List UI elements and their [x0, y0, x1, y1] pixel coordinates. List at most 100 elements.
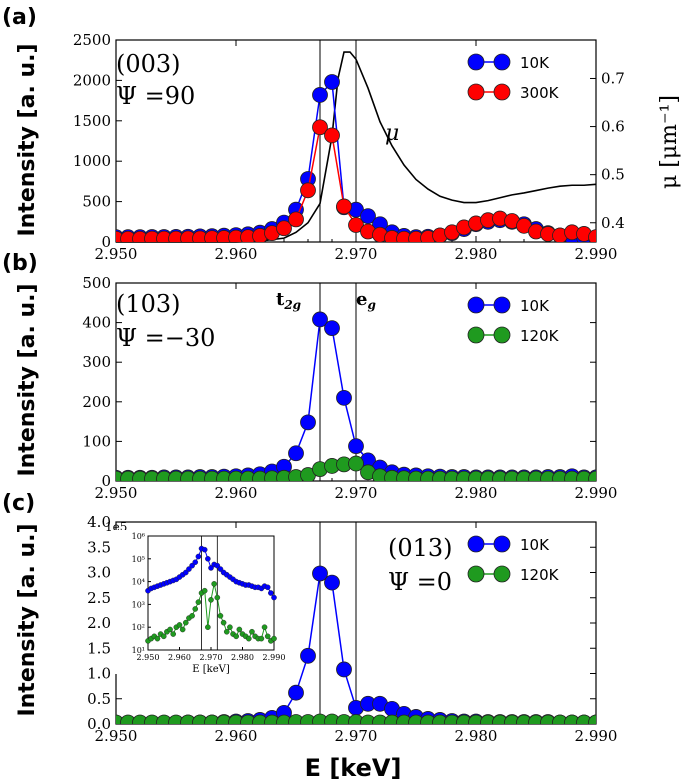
y-tick-label: 1.5 — [87, 639, 111, 657]
series-line — [271, 572, 380, 719]
data-point — [588, 714, 596, 724]
panel-b-annotation-1: (103) — [116, 290, 181, 318]
y-tick-label: 200 — [82, 393, 111, 411]
legend-label: 10K — [520, 297, 550, 315]
data-point — [348, 455, 364, 472]
legend-marker — [493, 535, 511, 553]
y-tick-label: 0.5 — [87, 690, 111, 708]
inset-data-point — [258, 635, 265, 642]
y-tick-label: 0 — [101, 233, 111, 251]
x-tick-label: 2.950 — [95, 727, 138, 745]
panel-a-plot: 2.950 2.960 2.970 2.980 2.990 0 500 1000 1500 200… — [73, 31, 625, 263]
x-tick-label: 2.980 — [455, 245, 498, 263]
inset-data-point — [268, 590, 274, 596]
y-tick-label: 3.5 — [87, 538, 111, 556]
inset-data-point — [211, 581, 217, 587]
data-point — [312, 565, 328, 582]
legend-marker — [467, 326, 485, 344]
y-tick-label: 500 — [82, 193, 111, 211]
x-tick-label: 2.960 — [215, 245, 258, 263]
y-tick-label: 100 — [82, 432, 111, 450]
panel-a-label: (a) — [2, 5, 37, 30]
inset-data-point — [271, 635, 277, 642]
inset-y-tick-label: 10³ — [132, 600, 145, 609]
panel-c-annotation-2: Ψ =0 — [388, 568, 452, 596]
panel-c-annotation-1: (013) — [388, 534, 453, 562]
inset-x-tick-label: 2.980 — [231, 653, 254, 662]
y2-tick-label: 0.5 — [601, 166, 625, 184]
data-point — [336, 198, 352, 215]
legend-marker — [467, 535, 485, 553]
y-tick-label: 4.0 — [87, 513, 111, 531]
legend-marker — [493, 565, 511, 583]
inset-data-point — [154, 635, 161, 642]
panel-a-annotation-2: Ψ =90 — [116, 82, 195, 110]
data-point — [348, 438, 364, 455]
inset-y-tick-label: 10⁴ — [132, 578, 145, 587]
inset-data-point — [205, 556, 211, 562]
panel-a: (a) 2.950 2.960 2.970 2.980 2.990 0 500 1000 150… — [2, 5, 682, 263]
x-tick-label: 2.990 — [575, 727, 618, 745]
legend-marker — [493, 83, 511, 101]
inset-data-point — [208, 597, 214, 603]
inset-y-tick-label: 10⁶ — [132, 532, 145, 541]
panel-a-ylabel2: μ [μm⁻¹] — [657, 95, 682, 189]
data-point — [336, 389, 352, 406]
x-tick-label: 2.950 — [95, 245, 138, 263]
panel-b-label: (b) — [2, 251, 38, 276]
data-point — [288, 445, 304, 462]
series-300K — [116, 119, 596, 242]
panel-c-ylabel: Intensity [a. u.] — [15, 523, 40, 716]
x-tick-label: 2.980 — [455, 727, 498, 745]
panel-a-annotation-1: (003) — [116, 50, 181, 78]
legend-marker — [493, 53, 511, 71]
x-tick-label: 2.980 — [455, 484, 498, 502]
inset-data-point — [236, 626, 243, 633]
inset-data-point — [189, 613, 195, 619]
inset-data-point — [195, 553, 202, 560]
legend-label: 120K — [520, 566, 560, 584]
panel-b-ylabel: Intensity [a. u.] — [15, 283, 40, 476]
inset-data-point — [170, 631, 176, 637]
data-point — [324, 127, 340, 144]
inset-data-point — [201, 587, 208, 594]
inset-data-point — [160, 633, 167, 640]
y-tick-label: 3.0 — [87, 564, 111, 582]
t2g-label: t2g — [276, 289, 301, 312]
inset-data-point — [220, 619, 227, 626]
data-point — [336, 661, 352, 678]
inset-data-point — [245, 635, 252, 642]
legend-label: 120K — [520, 327, 560, 345]
legend-label: 10K — [520, 536, 550, 554]
y-tick-label: 0.0 — [87, 715, 111, 733]
y-tick-label: 2000 — [73, 71, 111, 89]
inset-data-point — [217, 613, 224, 619]
inset-data-point — [264, 584, 271, 591]
panel-b-plot: 2.950 2.960 2.970 2.980 2.990 0 100 200 300 400 50… — [82, 274, 617, 502]
data-point — [300, 414, 316, 431]
inset-x-tick-label: 2.990 — [263, 653, 286, 662]
inset-data-point — [195, 599, 202, 605]
inset-data-point — [249, 628, 255, 635]
mu-curve — [116, 51, 597, 243]
y2-tick-label: 0.6 — [601, 118, 625, 136]
inset-x-tick-label: 2.970 — [200, 653, 223, 662]
data-point — [324, 320, 340, 337]
inset-data-point — [192, 559, 199, 566]
data-point — [288, 211, 304, 228]
inset-y-tick-label: 10⁵ — [132, 555, 145, 564]
inset-xlabel: E [keV] — [192, 664, 230, 675]
inset-data-point — [217, 566, 224, 572]
x-tick-label: 2.970 — [335, 727, 378, 745]
inset-data-point — [189, 562, 195, 569]
inset-data-point — [205, 624, 211, 631]
y-tick-label: 400 — [82, 314, 111, 332]
series-line — [271, 318, 381, 473]
legend-marker — [467, 53, 485, 71]
y-tick-label: 500 — [82, 274, 111, 292]
y-tick-label: 1500 — [73, 112, 111, 130]
legend-label: 300K — [520, 84, 560, 102]
x-tick-label: 2.970 — [335, 484, 378, 502]
data-point — [588, 470, 596, 481]
legend-marker — [467, 83, 485, 101]
